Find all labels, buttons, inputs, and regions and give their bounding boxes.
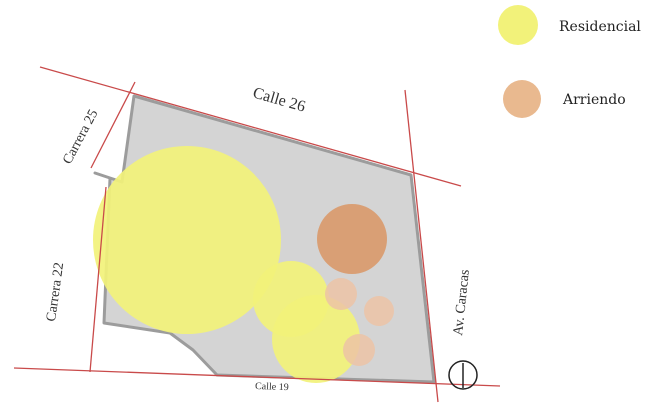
arriendo-zone-small-1 <box>325 278 357 310</box>
legend-label-residencial: Residencial <box>559 19 641 35</box>
street-label-calle-26: Calle 26 <box>251 85 307 116</box>
arriendo-zone-small-3 <box>343 334 375 366</box>
arriendo-zone-large <box>317 204 387 274</box>
street-line-carrera-22 <box>89 186 107 373</box>
street-line-calle-19 <box>13 367 501 387</box>
legend-swatch-residencial <box>498 5 538 45</box>
residencial-zones <box>93 146 360 383</box>
arriendo-zones <box>317 204 394 366</box>
arriendo-zone-small-2 <box>364 296 394 326</box>
street-label-carrera-22: Carrera 22 <box>44 262 67 323</box>
street-label-calle-19: Calle 19 <box>255 381 289 393</box>
street-line-av-caracas <box>404 89 439 403</box>
legend-item-residencial: Residencial <box>498 5 641 45</box>
legend: Residencial Arriendo <box>498 5 641 118</box>
street-label-carrera-25: Carrera 25 <box>60 107 101 167</box>
legend-label-arriendo: Arriendo <box>562 92 626 108</box>
residencial-zone-large <box>93 146 281 334</box>
residencial-zone-lower <box>272 295 360 383</box>
street-line-carrera-25 <box>90 81 136 169</box>
street-line-calle-26 <box>39 66 462 187</box>
legend-item-arriendo: Arriendo <box>503 80 626 118</box>
legend-swatch-arriendo <box>503 80 541 118</box>
street-lines <box>13 66 501 403</box>
street-label-av-caracas: Av. Caracas <box>451 269 473 337</box>
north-arrow-icon <box>448 360 478 390</box>
